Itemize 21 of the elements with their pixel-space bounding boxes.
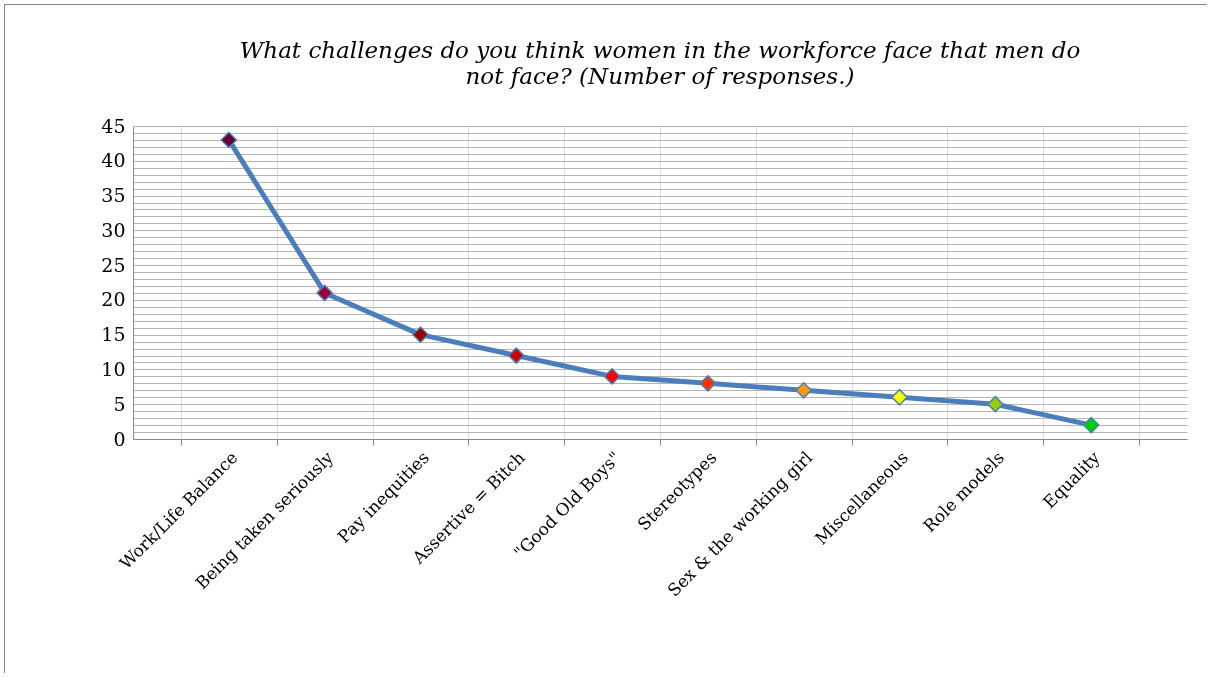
point: [507, 347, 525, 364]
y-tick-label: 15: [101, 323, 126, 346]
y-tick-label: 30: [101, 218, 126, 241]
y-tick-label: 45: [101, 114, 126, 137]
y-tick-label: 40: [101, 149, 126, 172]
point: [220, 131, 238, 149]
point: [795, 381, 813, 399]
y-tick-label: 20: [101, 288, 126, 311]
y-tick-label: 10: [101, 357, 126, 380]
point: [603, 368, 621, 385]
y-tick-label: 5: [113, 392, 126, 415]
y-tick-label: 35: [101, 184, 126, 207]
y-tick-label: 0: [113, 427, 126, 450]
point: [316, 284, 333, 302]
point: [412, 326, 429, 343]
point: [891, 388, 908, 406]
y-tick-label: 25: [101, 253, 126, 276]
point: [987, 395, 1004, 413]
chart-title: What challenges do you think women in the workforce face that men do not face? (Number of responses.): [239, 37, 1081, 89]
point: [1082, 416, 1100, 434]
point: [699, 375, 717, 392]
